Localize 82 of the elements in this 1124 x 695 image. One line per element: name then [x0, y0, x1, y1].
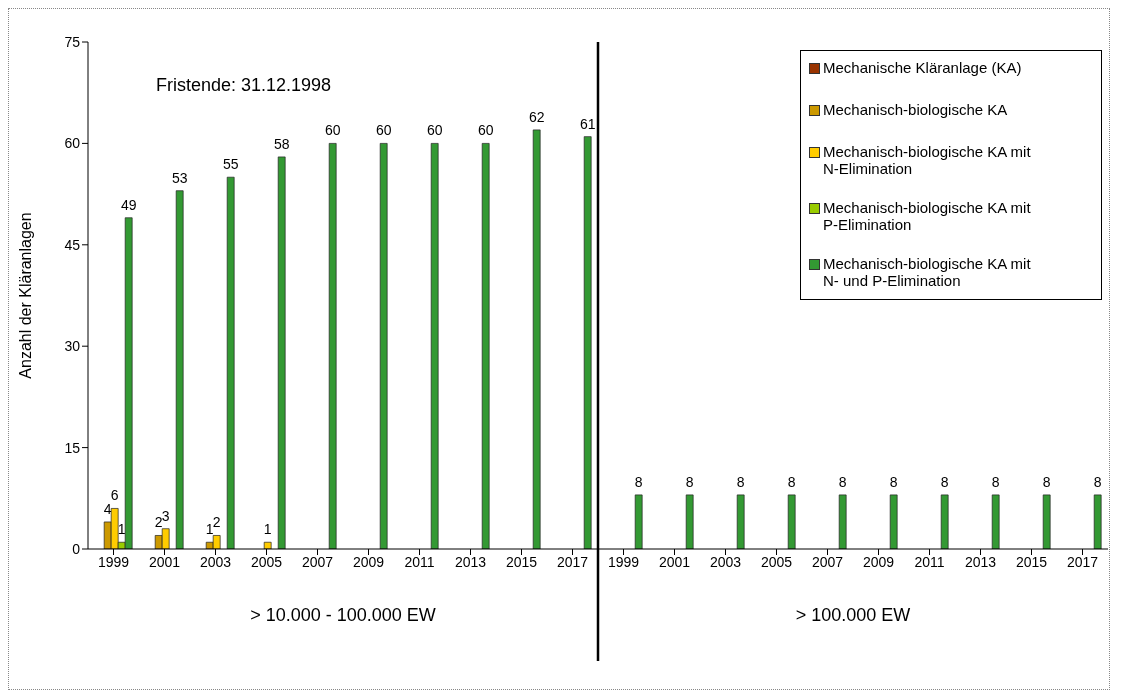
bar: [379, 143, 388, 549]
bar: [940, 494, 949, 549]
x-tick-label: 2015: [1015, 553, 1048, 570]
data-label: 8: [736, 473, 745, 490]
y-tick-label: 30: [64, 338, 81, 355]
data-label: 8: [1042, 473, 1051, 490]
annotation: Fristende: 31.12.1998: [156, 75, 332, 96]
y-tick-label: 75: [64, 33, 81, 50]
data-label: 8: [1093, 473, 1102, 490]
bar: [838, 494, 847, 549]
bar: [430, 143, 439, 549]
y-tick-label: 15: [64, 439, 81, 456]
bar: [1042, 494, 1051, 549]
data-label: 58: [273, 135, 290, 152]
legend-label: Mechanisch-biologische KA mit N- und P-Elimination: [823, 255, 1032, 289]
data-label: 2: [212, 514, 221, 531]
bar: [532, 129, 541, 549]
data-label: 1: [117, 521, 126, 538]
legend-label: Mechanisch-biologische KA mit N-Elimination: [823, 143, 1032, 177]
data-label: 61: [579, 115, 596, 132]
data-label: 8: [838, 473, 847, 490]
bar: [226, 176, 235, 549]
bar: [1093, 494, 1102, 549]
data-label: 53: [171, 169, 188, 186]
x-tick-label: 2001: [148, 553, 181, 570]
x-tick-label: 2007: [811, 553, 844, 570]
bar: [175, 190, 184, 549]
legend-label: Mechanisch-biologische KA mit P-Elimination: [823, 199, 1032, 233]
x-tick-label: 2017: [556, 553, 589, 570]
x-tick-label: 2003: [199, 553, 232, 570]
x-tick-label: 2013: [964, 553, 997, 570]
x-tick-label: 1999: [607, 553, 640, 570]
x-tick-label: 2009: [862, 553, 895, 570]
data-label: 4: [103, 500, 112, 517]
x-tick-label: 2011: [404, 553, 435, 570]
legend-label: Mechanische Kläranlage (KA): [823, 59, 1023, 76]
bar: [481, 143, 490, 549]
data-label: 1: [205, 521, 214, 538]
x-tick-label: 2013: [454, 553, 487, 570]
data-label: 8: [685, 473, 694, 490]
bar: [328, 143, 337, 549]
x-tick-label: 2007: [301, 553, 334, 570]
y-axis-title: Anzahl der Kläranlagen: [16, 212, 34, 379]
bar: [787, 494, 796, 549]
x-tick-label: 2005: [250, 553, 283, 570]
x-tick-label: 2005: [760, 553, 793, 570]
bar: [889, 494, 898, 549]
data-label: 60: [477, 122, 494, 139]
x-tick-label: 2017: [1066, 553, 1099, 570]
data-label: 60: [426, 122, 443, 139]
data-label: 2: [154, 514, 163, 531]
y-tick-label: 45: [64, 236, 81, 253]
data-label: 6: [110, 487, 119, 504]
x-tick-label: 2011: [914, 553, 945, 570]
x-tick-label: 2015: [505, 553, 538, 570]
bar: [634, 494, 643, 549]
y-tick-label: 0: [72, 540, 81, 557]
data-label: 60: [324, 122, 341, 139]
x-tick-label: 2001: [658, 553, 691, 570]
data-label: 8: [991, 473, 1000, 490]
y-tick-label: 60: [64, 135, 81, 152]
x-tick-label: 2003: [709, 553, 742, 570]
data-label: 8: [940, 473, 949, 490]
bar: [685, 494, 694, 549]
text: > 100.000 EW: [794, 605, 912, 626]
bar: [277, 156, 286, 549]
data-label: 3: [161, 507, 170, 524]
data-label: 8: [634, 473, 643, 490]
data-label: 60: [375, 122, 392, 139]
data-label: 8: [787, 473, 796, 490]
data-label: 8: [889, 473, 898, 490]
data-label: 62: [528, 108, 545, 125]
x-tick-label: 2009: [352, 553, 385, 570]
bar: [991, 494, 1000, 549]
legend-label: Mechanisch-biologische KA: [823, 101, 1009, 118]
text: > 10.000 - 100.000 EW: [249, 605, 437, 626]
data-label: 1: [263, 521, 272, 538]
data-label: 55: [222, 156, 239, 173]
x-tick-label: 1999: [97, 553, 130, 570]
bar: [583, 136, 592, 549]
bar: [736, 494, 745, 549]
data-label: 49: [120, 196, 137, 213]
